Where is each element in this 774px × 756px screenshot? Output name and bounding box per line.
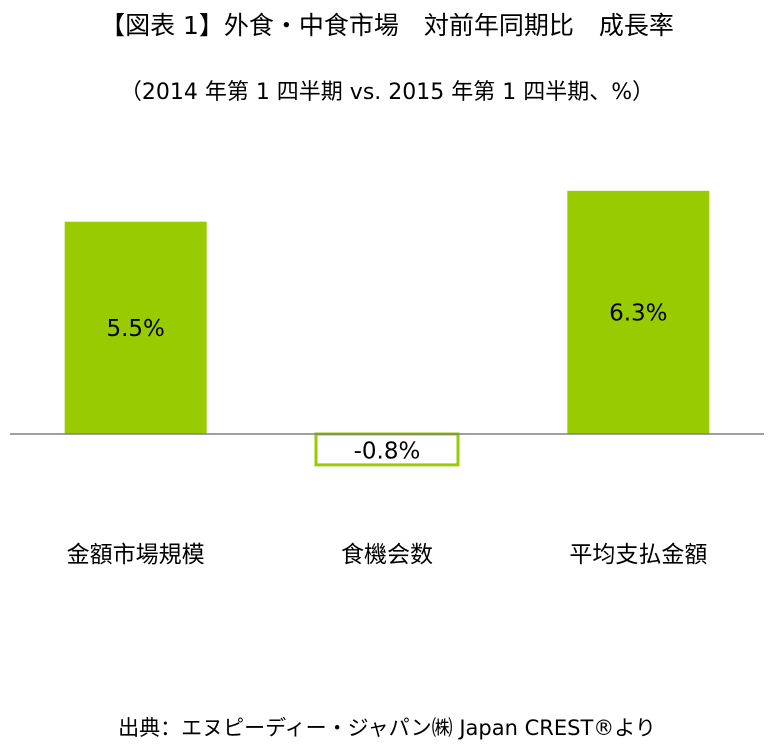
category-label-2: 食機会数	[341, 542, 433, 568]
value-label-1: 5.5%	[106, 316, 164, 342]
value-labels-group: 5.5% -0.8% 6.3%	[106, 300, 667, 464]
category-labels-group: 金額市場規模 食機会数 平均支払金額	[67, 542, 708, 568]
bar-3	[567, 190, 710, 434]
value-label-3: 6.3%	[609, 300, 667, 326]
bar-1	[64, 221, 207, 434]
value-label-2: -0.8%	[354, 438, 421, 464]
source-note: 出典：エヌピーディー・ジャパン㈱ Japan CREST®より	[118, 716, 656, 740]
bar-2	[314, 432, 460, 467]
category-label-3: 平均支払金額	[569, 542, 707, 568]
chart-subtitle: （2014 年第 1 四半期 vs. 2015 年第 1 四半期、%）	[119, 80, 655, 105]
chart-title: 【図表 1】外食・中食市場 対前年同期比 成長率	[100, 11, 674, 40]
bars-group	[64, 190, 710, 467]
category-label-1: 金額市場規模	[67, 542, 205, 568]
